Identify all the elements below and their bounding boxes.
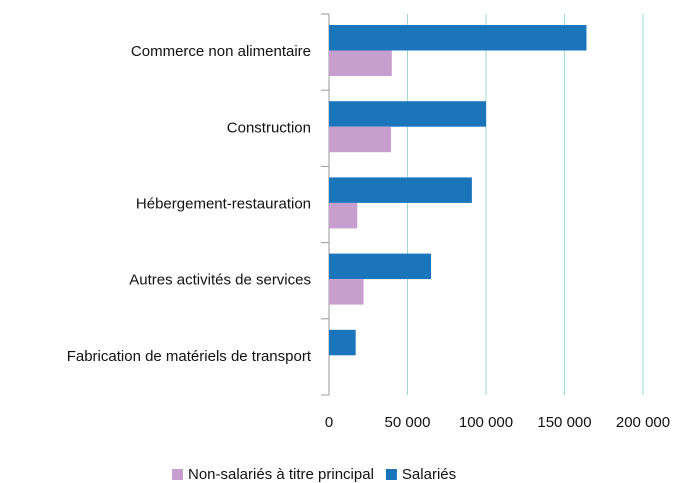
legend-label: Non-salariés à titre principal xyxy=(188,466,374,483)
x-tick-label: 200 000 xyxy=(616,414,670,431)
bar xyxy=(329,126,392,153)
legend-label: Salariés xyxy=(402,466,456,483)
bar xyxy=(329,50,392,76)
bar xyxy=(329,101,486,127)
bar xyxy=(329,202,358,229)
legend-swatch xyxy=(385,469,397,480)
bar xyxy=(329,25,587,51)
x-tick-label: 150 000 xyxy=(537,414,591,431)
y-tick-label: Fabrication de matériels de transport xyxy=(67,348,312,365)
y-tick-label: Construction xyxy=(227,119,311,136)
bar xyxy=(329,177,472,203)
x-tick-label: 0 xyxy=(325,414,333,431)
x-tick-label: 50 000 xyxy=(385,414,431,431)
x-tick-label: 100 000 xyxy=(459,414,513,431)
y-tick-label: Hébergement-restauration xyxy=(136,195,311,212)
y-tick-label: Commerce non alimentaire xyxy=(131,43,311,60)
bar xyxy=(329,329,356,356)
y-tick-label: Autres activités de services xyxy=(129,272,311,289)
bar xyxy=(329,279,364,305)
bar xyxy=(329,253,432,280)
legend-swatch xyxy=(172,469,183,480)
